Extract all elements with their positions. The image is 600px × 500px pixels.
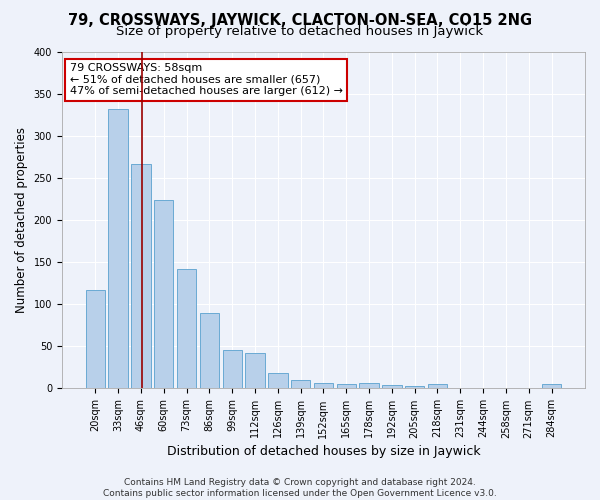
Bar	[154, 200, 173, 388]
Bar	[405, 386, 424, 388]
Bar	[542, 384, 561, 388]
Bar	[314, 382, 333, 388]
Bar	[245, 353, 265, 388]
Bar	[109, 109, 128, 388]
Bar	[86, 290, 105, 388]
Bar	[200, 312, 219, 388]
Text: Size of property relative to detached houses in Jaywick: Size of property relative to detached ho…	[116, 25, 484, 38]
Bar	[291, 380, 310, 388]
Y-axis label: Number of detached properties: Number of detached properties	[15, 127, 28, 313]
Bar	[337, 384, 356, 388]
X-axis label: Distribution of detached houses by size in Jaywick: Distribution of detached houses by size …	[167, 444, 480, 458]
Bar	[359, 382, 379, 388]
Bar	[131, 164, 151, 388]
Text: 79 CROSSWAYS: 58sqm
← 51% of detached houses are smaller (657)
47% of semi-detac: 79 CROSSWAYS: 58sqm ← 51% of detached ho…	[70, 64, 343, 96]
Bar	[268, 374, 287, 388]
Bar	[223, 350, 242, 389]
Bar	[382, 385, 401, 388]
Bar	[177, 269, 196, 388]
Text: Contains HM Land Registry data © Crown copyright and database right 2024.
Contai: Contains HM Land Registry data © Crown c…	[103, 478, 497, 498]
Text: 79, CROSSWAYS, JAYWICK, CLACTON-ON-SEA, CO15 2NG: 79, CROSSWAYS, JAYWICK, CLACTON-ON-SEA, …	[68, 12, 532, 28]
Bar	[428, 384, 447, 388]
